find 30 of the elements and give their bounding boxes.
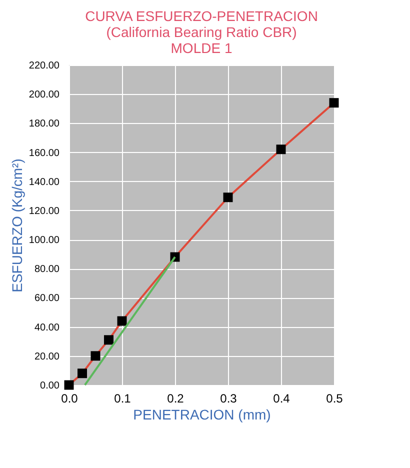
y-tick-label: 220.00 [28,60,60,72]
point [104,335,114,345]
y-axis-title: ESFUERZO (Kg/cm²) [8,158,25,292]
text: MOLDE 1 [170,40,232,56]
point [90,351,100,361]
y-tick-label: 0.00 [40,380,60,392]
y-tick-label: 40.00 [34,322,60,334]
y-tick-label: 100.00 [28,235,60,246]
x-tick-label: 0.1 [114,392,132,406]
y-tick-label: 20.00 [34,351,60,362]
y-tick-label: 60.00 [34,293,60,304]
point [329,98,339,108]
text: CURVA ESFUERZO-PENETRACION [85,8,318,24]
y-tick-label: 180.00 [28,118,60,130]
x-tick-label: 0.5 [326,392,344,406]
y-tick-label: 140.00 [28,176,60,188]
x-tick-label: 0.4 [273,392,290,406]
point [223,192,233,202]
point [64,380,74,390]
text: (California Bearing Ratio CBR) [106,24,297,40]
x-tick-label: 0.0 [61,392,78,406]
x-tick-label: 0.2 [167,392,184,406]
point [276,144,286,154]
y-tick-label: 120.00 [28,206,60,217]
y-tick-label: 160.00 [28,148,60,159]
y-tick-label: 200.00 [28,90,60,101]
x-axis-title: PENETRACION (mm) [133,406,271,422]
x-tick-label: 0.3 [220,392,238,406]
y-tick-label: 80.00 [34,264,60,276]
point [78,368,87,378]
